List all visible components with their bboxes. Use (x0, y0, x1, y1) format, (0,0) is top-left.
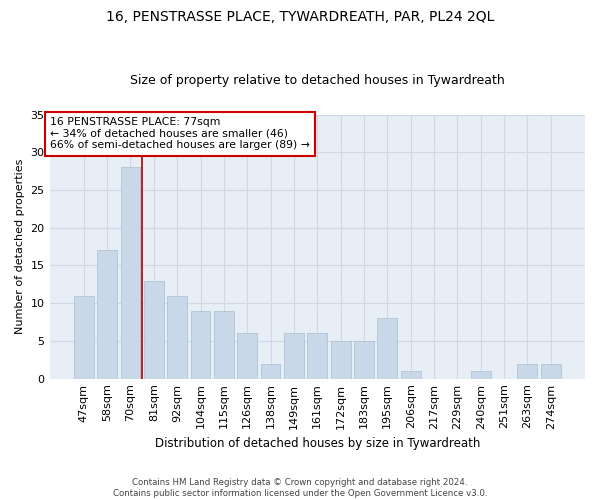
Bar (191, 311, 211, 378)
Bar (331, 341, 350, 378)
Title: Size of property relative to detached houses in Tywardreath: Size of property relative to detached ho… (130, 74, 505, 87)
Text: Contains HM Land Registry data © Crown copyright and database right 2024.
Contai: Contains HM Land Registry data © Crown c… (113, 478, 487, 498)
Bar (121, 168, 140, 378)
Bar (144, 280, 164, 378)
Bar (74, 296, 94, 378)
Bar (214, 311, 234, 378)
Bar (260, 364, 280, 378)
Bar (284, 334, 304, 378)
Bar (541, 364, 560, 378)
Bar (471, 371, 491, 378)
Bar (307, 334, 327, 378)
X-axis label: Distribution of detached houses by size in Tywardreath: Distribution of detached houses by size … (155, 437, 480, 450)
Bar (238, 334, 257, 378)
Text: 16 PENSTRASSE PLACE: 77sqm
← 34% of detached houses are smaller (46)
66% of semi: 16 PENSTRASSE PLACE: 77sqm ← 34% of deta… (50, 117, 310, 150)
Bar (401, 371, 421, 378)
Bar (97, 250, 117, 378)
Text: 16, PENSTRASSE PLACE, TYWARDREATH, PAR, PL24 2QL: 16, PENSTRASSE PLACE, TYWARDREATH, PAR, … (106, 10, 494, 24)
Bar (167, 296, 187, 378)
Y-axis label: Number of detached properties: Number of detached properties (15, 159, 25, 334)
Bar (377, 318, 397, 378)
Bar (354, 341, 374, 378)
Bar (517, 364, 538, 378)
